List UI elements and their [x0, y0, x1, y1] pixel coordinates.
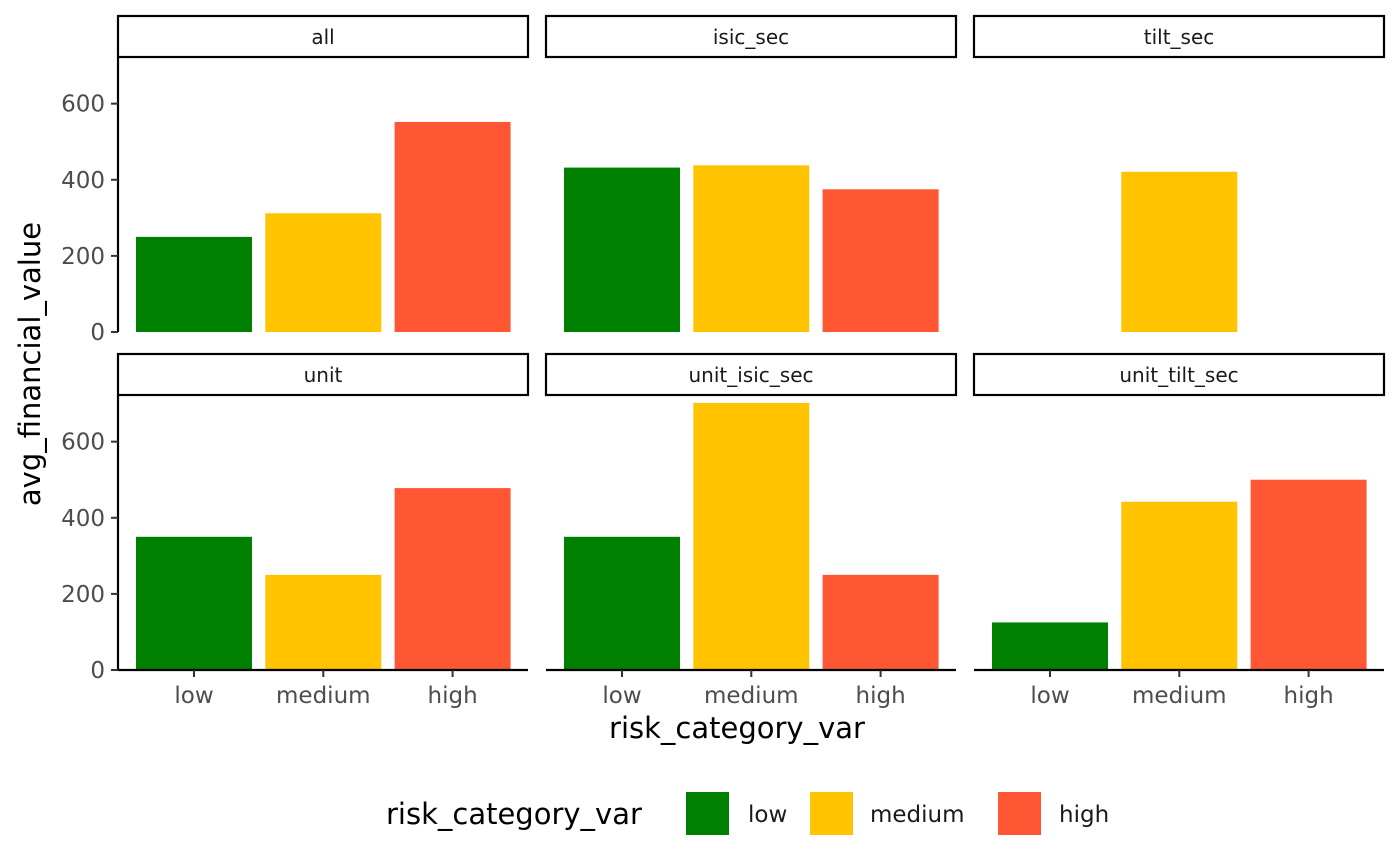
- bar-all-low: [136, 236, 252, 332]
- y-tick-label: 0: [90, 320, 105, 346]
- bar-unit_tilt_sec-low: [992, 622, 1108, 670]
- facet-strip: [116, 14, 530, 59]
- y-tick-label: 600: [61, 430, 105, 456]
- legend-label-medium: medium: [870, 802, 965, 828]
- bar-all-medium: [265, 213, 382, 332]
- bar-unit_isic_sec-high: [822, 574, 939, 670]
- x-tick-label: high: [1284, 683, 1334, 709]
- y-tick-label: 200: [61, 244, 105, 270]
- y-tick-label: 400: [61, 506, 105, 532]
- x-tick-label: medium: [704, 683, 799, 709]
- x-tick-label: medium: [1132, 683, 1227, 709]
- legend-key-low: [686, 792, 729, 835]
- bar-isic_sec-high: [822, 189, 939, 332]
- bar-isic_sec-low: [564, 167, 680, 332]
- bar-unit-high: [394, 488, 511, 670]
- facet-tilt_sec: tilt_sec: [972, 14, 1386, 332]
- y-tick-label: 400: [61, 168, 105, 194]
- facet-strip: [116, 352, 530, 397]
- legend-title: risk_category_var: [386, 797, 642, 831]
- facet-strip: [544, 14, 958, 59]
- bar-isic_sec-medium: [693, 165, 810, 332]
- x-tick-label: high: [856, 683, 906, 709]
- bar-unit_tilt_sec-medium: [1121, 501, 1238, 670]
- facet-strip-label: unit: [304, 363, 343, 387]
- legend: risk_category_var low medium high: [386, 792, 1109, 835]
- bar-all-high: [394, 121, 511, 332]
- bar-tilt_sec-medium: [1121, 171, 1238, 332]
- facet-strip: [972, 14, 1386, 59]
- bar-unit-medium: [265, 574, 382, 670]
- x-tick-label: high: [428, 683, 478, 709]
- facet-strip: [972, 352, 1386, 397]
- legend-label-low: low: [748, 802, 787, 828]
- bar-unit_tilt_sec-high: [1250, 479, 1367, 670]
- y-tick-label: 0: [90, 658, 105, 684]
- facet-strip-label: all: [311, 25, 334, 49]
- bar-unit_isic_sec-low: [564, 536, 680, 670]
- facet-isic_sec: isic_sec: [544, 14, 958, 332]
- bar-unit_isic_sec-medium: [693, 402, 810, 670]
- legend-key-high: [998, 792, 1041, 835]
- x-tick-label: low: [174, 683, 213, 709]
- facet-strip-label: unit_tilt_sec: [1119, 363, 1238, 387]
- facet-strip-label: unit_isic_sec: [689, 363, 814, 387]
- facet-strip: [544, 352, 958, 397]
- y-tick-label: 600: [61, 92, 105, 118]
- facet-strip-label: isic_sec: [713, 25, 789, 49]
- facet-strip-label: tilt_sec: [1144, 25, 1215, 49]
- y-axis-title: avg_financial_value: [13, 222, 47, 506]
- facet-all: all 0 200 400 600: [61, 14, 530, 346]
- y-tick-label: 200: [61, 582, 105, 608]
- legend-label-high: high: [1059, 802, 1109, 828]
- x-tick-label: medium: [276, 683, 371, 709]
- x-axis-title: risk_category_var: [609, 711, 865, 745]
- bar-unit-low: [136, 536, 252, 670]
- x-tick-label: low: [1030, 683, 1069, 709]
- facet-unit: unit 0 200 400 600 low medium high: [61, 352, 530, 709]
- legend-key-medium: [810, 792, 853, 835]
- x-tick-label: low: [602, 683, 641, 709]
